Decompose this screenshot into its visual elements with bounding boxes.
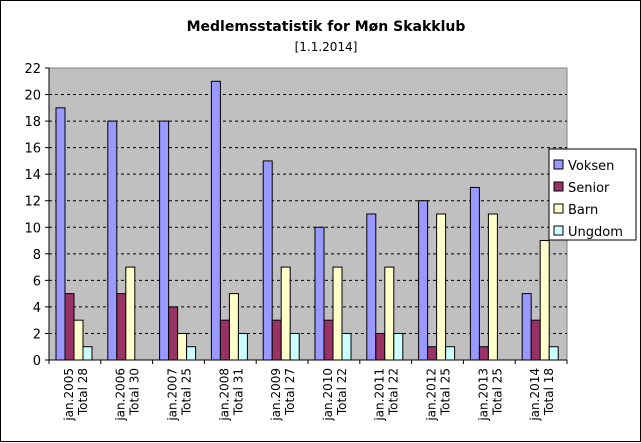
bar-senior: [271, 319, 282, 361]
legend-label-barn: Barn: [568, 203, 598, 218]
bar-barn: [177, 332, 188, 361]
bar-voksen: [521, 293, 532, 361]
bar-voksen: [314, 226, 325, 361]
y-tick-label: 18: [24, 115, 41, 130]
bar-barn: [539, 240, 550, 361]
x-category-total: Total 27: [283, 368, 297, 416]
bar-barn: [332, 266, 343, 361]
bar-senior: [478, 346, 489, 361]
x-category-date: jan.2009: [269, 368, 283, 422]
y-tick-label: 6: [33, 274, 41, 289]
y-tick-label: 12: [24, 195, 41, 210]
x-category-date: jan.2005: [62, 368, 76, 422]
y-tick-label: 0: [33, 354, 41, 369]
x-category-total: Total 28: [76, 368, 90, 416]
bar-senior: [530, 319, 541, 361]
legend-label-voksen: Voksen: [568, 159, 614, 174]
bar-ungdom: [548, 346, 559, 361]
bar-voksen: [262, 160, 273, 361]
x-category-total: Total 22: [335, 368, 349, 416]
x-category-total: Total 25: [180, 368, 194, 416]
legend-swatch-senior: [553, 181, 564, 192]
x-category-total: Total 25: [439, 368, 453, 416]
bar-voksen: [107, 120, 118, 361]
x-category-date: jan.2008: [217, 368, 231, 422]
bar-senior: [427, 346, 438, 361]
plot-area: 0 2 4 6 8 10 12 14 16 18 20 22 jan.2005 Total 28 jan.2…: [24, 62, 568, 422]
x-category-date: jan.2012: [425, 368, 439, 422]
x-category-total: Total 18: [542, 368, 556, 416]
y-tick-label: 2: [33, 327, 41, 342]
bar-voksen: [159, 120, 170, 361]
bar-senior: [219, 319, 230, 361]
bar-barn: [487, 213, 498, 361]
bar-ungdom: [341, 332, 352, 361]
x-category-date: jan.2007: [166, 368, 180, 422]
y-tick-label: 8: [33, 248, 41, 263]
bar-barn: [384, 266, 395, 361]
bar-senior: [64, 293, 75, 361]
bar-senior: [323, 319, 334, 361]
x-category-total: Total 25: [490, 368, 504, 416]
chart-title: Medlemsstatistik for Møn Skakklub: [187, 19, 466, 35]
bar-barn: [228, 293, 239, 361]
bar-senior: [116, 293, 127, 361]
y-tick-label: 10: [24, 221, 41, 236]
y-tick-label: 22: [24, 62, 41, 77]
x-category-date: jan.2010: [321, 368, 335, 422]
legend-label-ungdom: Ungdom: [568, 225, 623, 240]
y-tick-label: 20: [24, 89, 41, 104]
legend: Voksen Senior Barn Ungdom: [548, 148, 637, 241]
plot-background: [48, 67, 568, 361]
bar-senior: [168, 306, 179, 361]
bar-voksen: [418, 200, 429, 361]
x-category-date: jan.2014: [528, 368, 542, 422]
bar-voksen: [469, 186, 480, 361]
bar-voksen: [366, 213, 377, 361]
bar-ungdom: [289, 332, 300, 361]
x-category-total: Total 30: [128, 368, 142, 416]
y-tick-label: 16: [24, 142, 41, 157]
bar-ungdom: [82, 346, 93, 361]
bar-barn: [73, 319, 84, 361]
legend-swatch-ungdom: [553, 225, 564, 236]
bar-ungdom: [445, 346, 456, 361]
bar-voksen: [210, 80, 221, 361]
legend-swatch-barn: [553, 203, 564, 214]
x-category-total: Total 31: [231, 368, 245, 416]
legend-swatch-voksen: [553, 159, 564, 170]
x-category-date: jan.2006: [114, 368, 128, 422]
y-tick-label: 4: [33, 301, 41, 316]
x-category-date: jan.2011: [373, 368, 387, 422]
bar-barn: [436, 213, 447, 361]
bar-barn: [125, 266, 136, 361]
x-category-total: Total 22: [387, 368, 401, 416]
bar-barn: [280, 266, 291, 361]
chart-subtitle: [1.1.2014]: [295, 40, 358, 54]
bar-senior: [375, 332, 386, 361]
legend-label-senior: Senior: [568, 181, 610, 196]
bar-ungdom: [237, 332, 248, 361]
y-tick-label: 14: [24, 168, 41, 183]
bar-ungdom: [186, 346, 197, 361]
bar-voksen: [55, 107, 66, 361]
x-category-date: jan.2013: [476, 368, 490, 422]
bar-ungdom: [393, 332, 404, 361]
